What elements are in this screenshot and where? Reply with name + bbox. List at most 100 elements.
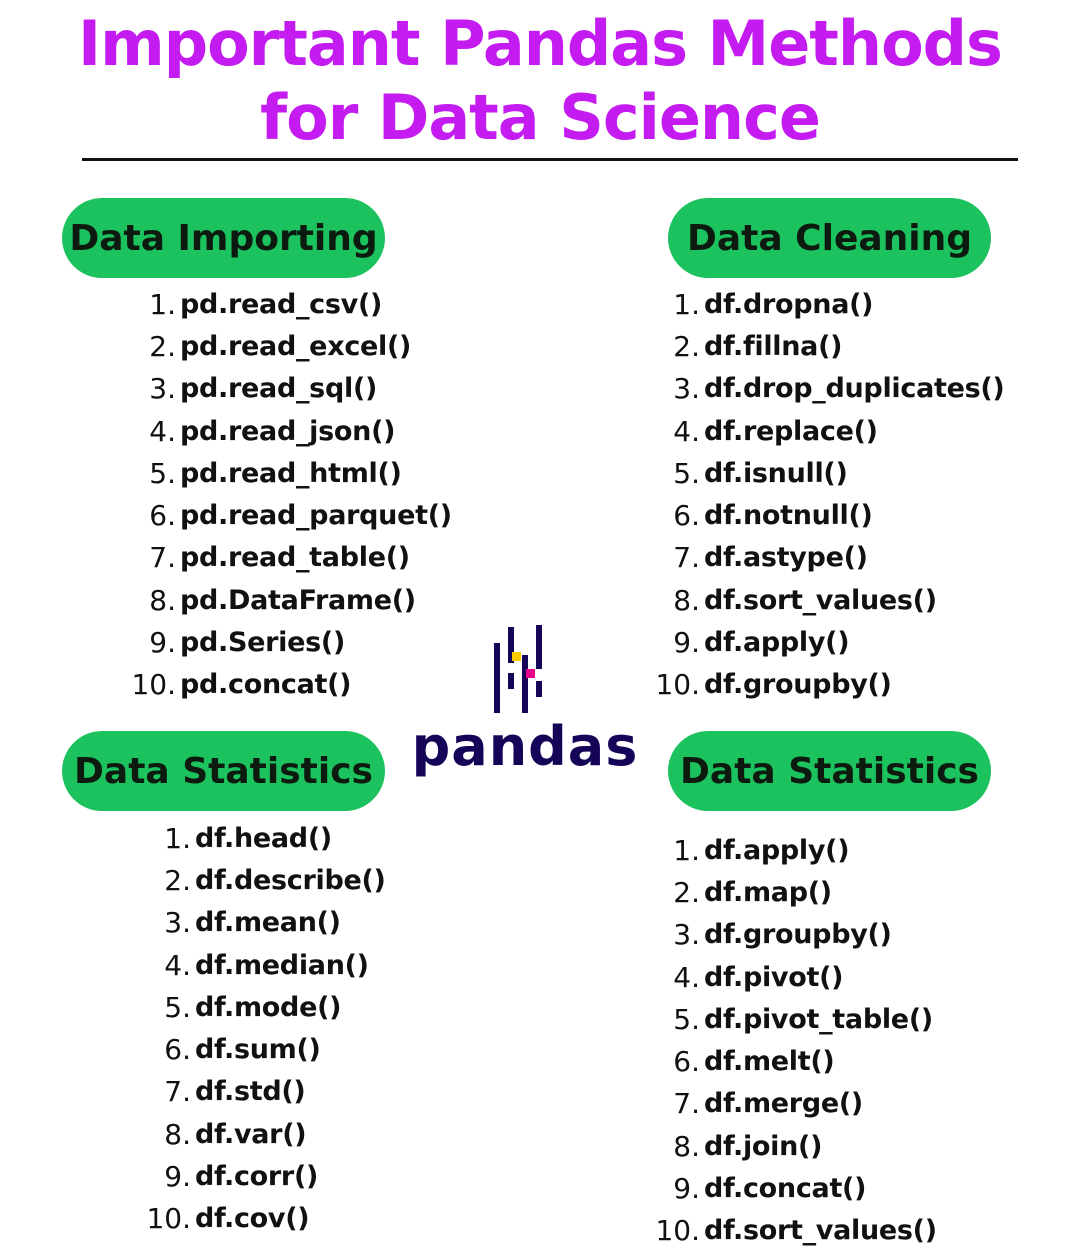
- item-number: 9.: [149, 626, 176, 660]
- item-number: 5.: [673, 1002, 700, 1036]
- method-name: df.var(): [195, 1118, 307, 1150]
- list-item: 2. pd.read_excel(): [128, 325, 452, 367]
- list-item: 8. pd.DataFrame(): [128, 579, 452, 621]
- list-item: 5. df.pivot_table(): [652, 998, 937, 1040]
- page-title: Important Pandas Methods: [78, 7, 1003, 80]
- method-name: df.isnull(): [704, 457, 848, 489]
- item-number: 7.: [164, 1075, 191, 1109]
- list-item: 2. df.map(): [652, 871, 937, 913]
- list-item: 6. df.sum(): [143, 1028, 386, 1070]
- method-name: df.drop_duplicates(): [704, 373, 1005, 405]
- list-item: 1. df.dropna(): [652, 283, 1004, 325]
- item-number: 1.: [673, 833, 700, 867]
- list-item: 6. df.notnull(): [652, 494, 1004, 536]
- item-number: 10.: [655, 668, 700, 702]
- item-number: 4.: [164, 948, 191, 982]
- list-item: 1. df.head(): [143, 817, 386, 859]
- item-number: 2.: [149, 329, 176, 363]
- list-item: 7. df.astype(): [652, 537, 1004, 579]
- item-number: 2.: [164, 863, 191, 897]
- method-name: df.fillna(): [704, 330, 843, 362]
- item-number: 1.: [164, 821, 191, 855]
- section-heading-data-cleaning: Data Cleaning: [668, 198, 991, 278]
- method-name: pd.read_parquet(): [180, 500, 452, 532]
- method-name: df.dropna(): [704, 288, 874, 320]
- list-item: 4. df.pivot(): [652, 956, 937, 998]
- method-name: pd.read_html(): [180, 457, 402, 489]
- item-number: 9.: [164, 1160, 191, 1194]
- item-number: 3.: [673, 372, 700, 406]
- list-item: 10. pd.concat(): [128, 664, 452, 706]
- list-item: 9. df.apply(): [652, 621, 1004, 663]
- list-item: 6. df.melt(): [652, 1040, 937, 1082]
- method-name: df.groupby(): [704, 919, 892, 951]
- method-name: pd.read_table(): [180, 542, 410, 574]
- item-number: 10.: [131, 668, 176, 702]
- section-heading-data-importing: Data Importing: [62, 198, 385, 278]
- method-name: df.sort_values(): [704, 584, 937, 616]
- data-statistics-list-right: 1. df.apply() 2. df.map() 3. df.groupby() 4. df…: [652, 829, 937, 1252]
- method-name: pd.read_json(): [180, 415, 396, 447]
- item-number: 7.: [149, 541, 176, 575]
- item-number: 6.: [673, 499, 700, 533]
- pandas-logo-text: pandas: [411, 715, 639, 778]
- item-number: 4.: [149, 414, 176, 448]
- item-number: 7.: [673, 1087, 700, 1121]
- page-subtitle: for Data Science: [260, 81, 821, 154]
- method-name: df.mean(): [195, 907, 341, 939]
- method-name: df.map(): [704, 876, 832, 908]
- item-number: 8.: [164, 1117, 191, 1151]
- method-name: df.sum(): [195, 1034, 321, 1066]
- method-name: df.groupby(): [704, 669, 892, 701]
- item-number: 1.: [149, 287, 176, 321]
- item-number: 8.: [673, 1129, 700, 1163]
- item-number: 1.: [673, 287, 700, 321]
- item-number: 8.: [149, 583, 176, 617]
- list-item: 10. df.sort_values(): [652, 1210, 937, 1252]
- title-divider: [82, 158, 1018, 161]
- method-name: df.cov(): [195, 1203, 310, 1235]
- list-item: 9. df.corr(): [143, 1155, 386, 1197]
- list-item: 5. df.mode(): [143, 986, 386, 1028]
- list-item: 9. df.concat(): [652, 1167, 937, 1209]
- item-number: 3.: [149, 372, 176, 406]
- method-name: df.join(): [704, 1130, 823, 1162]
- method-name: pd.read_sql(): [180, 373, 378, 405]
- method-name: pd.DataFrame(): [180, 584, 416, 616]
- list-item: 5. df.isnull(): [652, 452, 1004, 494]
- list-item: 8. df.join(): [652, 1125, 937, 1167]
- data-statistics-list-left: 1. df.head() 2. df.describe() 3. df.mean() 4. d…: [143, 817, 386, 1240]
- list-item: 2. df.describe(): [143, 859, 386, 901]
- item-number: 5.: [164, 990, 191, 1024]
- item-number: 2.: [673, 875, 700, 909]
- list-item: 6. pd.read_parquet(): [128, 494, 452, 536]
- list-item: 3. df.mean(): [143, 902, 386, 944]
- list-item: 1. pd.read_csv(): [128, 283, 452, 325]
- method-name: df.pivot(): [704, 961, 844, 993]
- list-item: 4. df.median(): [143, 944, 386, 986]
- method-name: pd.Series(): [180, 627, 346, 659]
- method-name: df.notnull(): [704, 500, 873, 532]
- item-number: 8.: [673, 583, 700, 617]
- item-number: 4.: [673, 960, 700, 994]
- method-name: df.replace(): [704, 415, 878, 447]
- pandas-logo-icon: [494, 625, 542, 713]
- item-number: 2.: [673, 329, 700, 363]
- list-item: 9. pd.Series(): [128, 621, 452, 663]
- method-name: pd.read_csv(): [180, 288, 383, 320]
- list-item: 7. pd.read_table(): [128, 537, 452, 579]
- item-number: 5.: [149, 456, 176, 490]
- item-number: 4.: [673, 414, 700, 448]
- method-name: df.apply(): [704, 627, 850, 659]
- list-item: 3. df.groupby(): [652, 914, 937, 956]
- list-item: 7. df.merge(): [652, 1083, 937, 1125]
- list-item: 7. df.std(): [143, 1071, 386, 1113]
- method-name: df.sort_values(): [704, 1215, 937, 1247]
- item-number: 5.: [673, 456, 700, 490]
- section-heading-data-statistics-right: Data Statistics: [668, 731, 991, 811]
- list-item: 8. df.var(): [143, 1113, 386, 1155]
- method-name: df.apply(): [704, 834, 850, 866]
- method-name: pd.concat(): [180, 669, 352, 701]
- item-number: 3.: [164, 906, 191, 940]
- item-number: 7.: [673, 541, 700, 575]
